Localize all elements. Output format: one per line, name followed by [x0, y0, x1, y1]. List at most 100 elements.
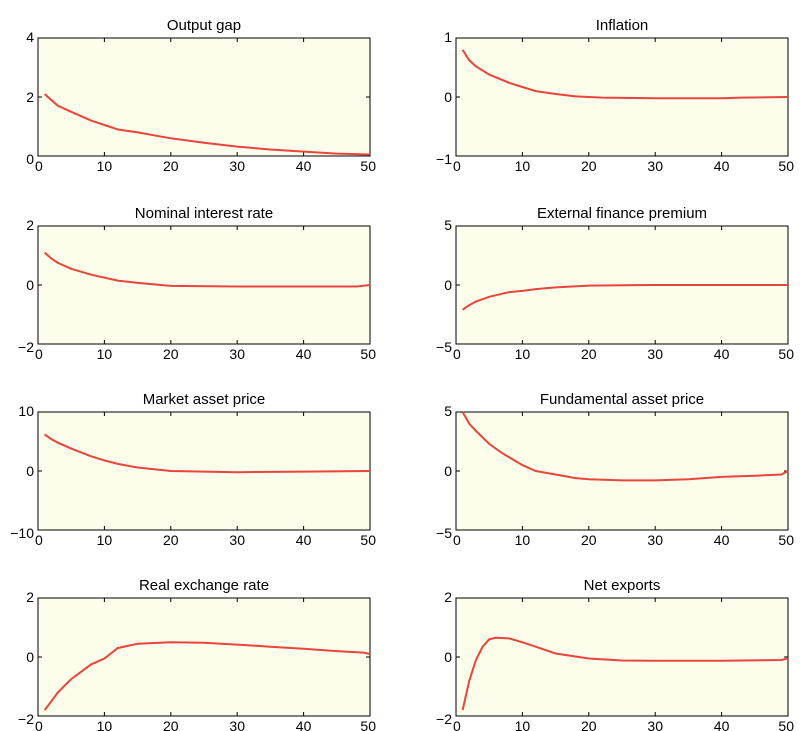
y-tick-label: −2: [436, 711, 452, 727]
x-tick-label: 10: [515, 532, 531, 548]
series-line: [461, 411, 789, 482]
x-tick-label: 30: [647, 346, 663, 362]
plot-area: [455, 597, 789, 717]
x-tick-label: 0: [35, 346, 43, 362]
x-tick-label: 10: [515, 346, 531, 362]
series-line: [461, 49, 789, 100]
chart-title: Nominal interest rate: [135, 205, 273, 222]
y-tick-label: −1: [436, 151, 452, 167]
x-tick-label: 40: [714, 158, 730, 174]
y-tick-label: −5: [436, 525, 452, 541]
chart-panel: Output gap 0 10 20 30 40 50 0 2 4: [26, 17, 376, 174]
x-tick-label: 50: [360, 718, 376, 731]
x-tick-label: 10: [515, 158, 531, 174]
x-tick-label: 20: [581, 346, 597, 362]
chart-title: External finance premium: [537, 205, 707, 222]
x-tick-label: 50: [360, 158, 376, 174]
x-tick-label: 20: [581, 532, 597, 548]
x-tick-label: 50: [778, 158, 794, 174]
x-tick-label: 0: [453, 718, 461, 731]
series-line: [43, 251, 371, 288]
x-tick-label: 0: [453, 346, 461, 362]
y-tick-label: −10: [10, 525, 34, 541]
y-tick-label: −2: [18, 711, 34, 727]
chart-title: Real exchange rate: [139, 577, 269, 594]
x-tick-label: 20: [581, 718, 597, 731]
y-tick-label: 2: [26, 217, 34, 233]
x-tick-label: 40: [714, 718, 730, 731]
x-tick-label: 30: [647, 158, 663, 174]
x-tick-label: 30: [647, 718, 663, 731]
y-tick-label: 2: [26, 89, 34, 105]
series-line: [462, 284, 788, 311]
y-tick-label: 5: [444, 217, 452, 233]
plot-area: [37, 597, 371, 717]
y-tick-label: 10: [18, 403, 34, 419]
y-tick-label: 2: [444, 589, 452, 605]
y-tick-label: 0: [26, 277, 34, 293]
y-tick-label: 0: [444, 463, 452, 479]
x-tick-label: 10: [97, 346, 113, 362]
y-tick-label: 1: [444, 29, 452, 45]
y-tick-label: 0: [444, 649, 452, 665]
y-tick-label: 0: [444, 89, 452, 105]
y-tick-label: 0: [444, 277, 452, 293]
chart-title: Fundamental asset price: [540, 391, 704, 408]
x-tick-label: 50: [778, 718, 794, 731]
x-tick-label: 0: [35, 532, 43, 548]
chart-title: Output gap: [167, 17, 241, 34]
plot-area: [37, 37, 371, 157]
y-tick-label: −2: [18, 339, 34, 355]
chart-title: Inflation: [596, 17, 649, 34]
x-tick-label: 30: [229, 532, 245, 548]
x-tick-label: 50: [360, 346, 376, 362]
x-tick-label: 40: [296, 718, 312, 731]
x-tick-label: 40: [296, 532, 312, 548]
x-tick-label: 40: [296, 346, 312, 362]
x-tick-label: 20: [163, 158, 179, 174]
x-tick-label: 30: [229, 158, 245, 174]
plot-area: [37, 225, 371, 345]
x-tick-label: 10: [97, 718, 113, 731]
series-line: [461, 636, 789, 711]
x-tick-label: 30: [647, 532, 663, 548]
y-tick-label: 4: [26, 29, 34, 45]
x-tick-label: 20: [581, 158, 597, 174]
x-tick-label: 0: [35, 158, 43, 174]
x-tick-label: 50: [360, 532, 376, 548]
x-tick-label: 0: [453, 158, 461, 174]
x-tick-label: 50: [778, 532, 794, 548]
chart-title: Market asset price: [143, 391, 266, 408]
x-tick-label: 10: [97, 532, 113, 548]
x-tick-label: 0: [35, 718, 43, 731]
y-tick-label: 0: [26, 649, 34, 665]
series-line: [44, 433, 371, 474]
plot-area: [455, 411, 789, 531]
y-tick-label: −5: [436, 339, 452, 355]
x-tick-label: 40: [714, 532, 730, 548]
x-tick-label: 20: [163, 532, 179, 548]
x-tick-label: 40: [714, 346, 730, 362]
series-line: [43, 641, 371, 711]
x-tick-label: 40: [296, 158, 312, 174]
y-tick-label: 2: [26, 589, 34, 605]
y-tick-label: 0: [26, 151, 34, 167]
y-tick-label: 5: [444, 403, 452, 419]
x-tick-label: 20: [163, 718, 179, 731]
y-tick-label: 0: [26, 463, 34, 479]
x-tick-label: 50: [778, 346, 794, 362]
series-line: [43, 93, 371, 156]
x-tick-label: 30: [229, 718, 245, 731]
x-tick-label: 10: [97, 158, 113, 174]
x-tick-label: 0: [453, 532, 461, 548]
x-tick-label: 20: [163, 346, 179, 362]
x-tick-label: 30: [229, 346, 245, 362]
